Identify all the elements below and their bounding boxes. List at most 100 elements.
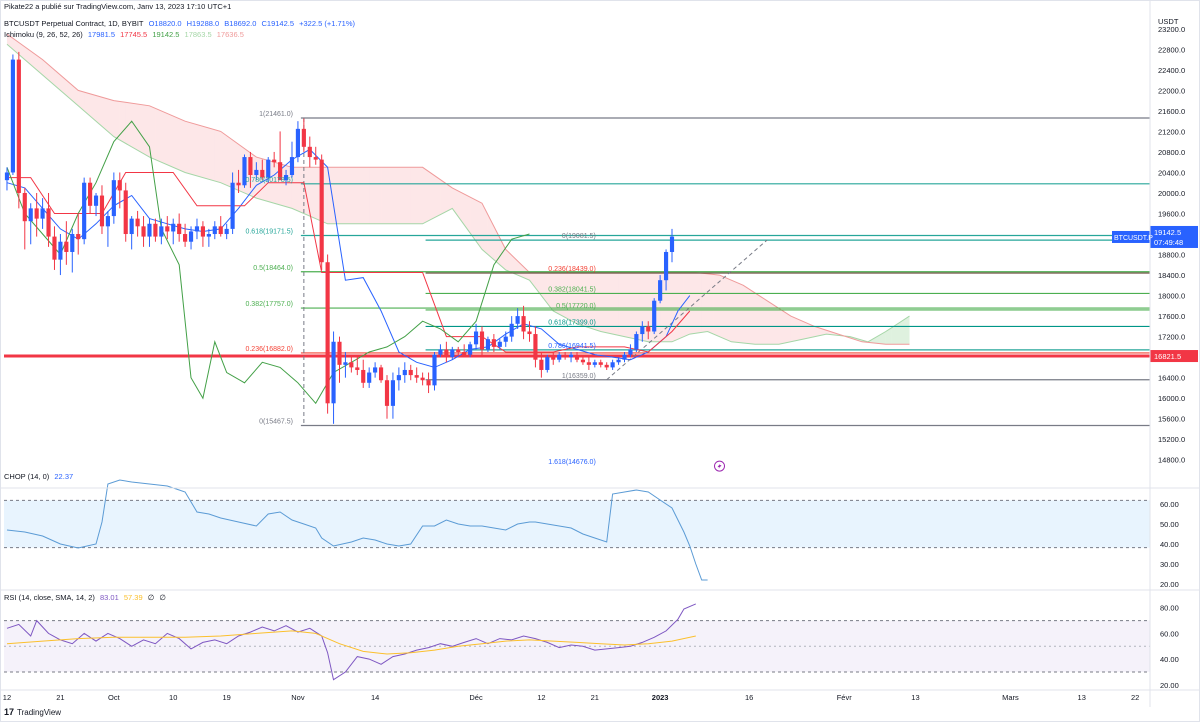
- candle-body[interactable]: [28, 208, 33, 222]
- candle-body[interactable]: [473, 331, 479, 345]
- candle-body[interactable]: [295, 128, 301, 158]
- candle-body[interactable]: [479, 331, 485, 350]
- candle-body[interactable]: [99, 195, 105, 227]
- candle-body[interactable]: [16, 59, 21, 193]
- candle-body[interactable]: [260, 169, 265, 178]
- candle-body[interactable]: [337, 341, 342, 365]
- symbol-badge[interactable]: [1112, 230, 1150, 243]
- candle-body[interactable]: [46, 208, 51, 237]
- candle-body[interactable]: [343, 362, 348, 365]
- candle-body[interactable]: [206, 234, 211, 237]
- candle-body[interactable]: [272, 159, 277, 163]
- candle-body[interactable]: [580, 359, 586, 363]
- candle-body[interactable]: [129, 218, 134, 235]
- candle-body[interactable]: [283, 175, 289, 181]
- symbol-legend[interactable]: BTCUSDT Perpetual Contract, 1D, BYBIT O1…: [4, 19, 358, 28]
- candle-body[interactable]: [64, 241, 69, 252]
- candle-body[interactable]: [390, 380, 396, 406]
- candle-body[interactable]: [200, 226, 205, 237]
- candle-body[interactable]: [497, 341, 502, 347]
- candle-body[interactable]: [527, 331, 532, 335]
- candle-body[interactable]: [188, 231, 194, 242]
- candle-body[interactable]: [586, 362, 591, 365]
- candle-body[interactable]: [70, 234, 75, 252]
- candle-body[interactable]: [604, 364, 609, 368]
- lightning-icon[interactable]: [714, 460, 726, 472]
- candle-body[interactable]: [628, 349, 633, 355]
- candle-body[interactable]: [551, 357, 556, 360]
- candle-body[interactable]: [183, 234, 188, 242]
- footer-brand[interactable]: 17 TradingView: [4, 707, 61, 717]
- candle-body[interactable]: [313, 157, 318, 160]
- candle-body[interactable]: [622, 354, 627, 360]
- candle-body[interactable]: [224, 228, 229, 235]
- candle-body[interactable]: [515, 316, 520, 324]
- candle-body[interactable]: [539, 359, 544, 370]
- candle-body[interactable]: [218, 226, 223, 235]
- candles[interactable]: [4, 51, 675, 424]
- candle-body[interactable]: [153, 223, 158, 237]
- candle-body[interactable]: [420, 377, 425, 381]
- candle-body[interactable]: [592, 362, 597, 365]
- candle-body[interactable]: [159, 226, 164, 237]
- candle-body[interactable]: [52, 236, 57, 260]
- candle-body[interactable]: [450, 349, 455, 358]
- candle-body[interactable]: [76, 234, 81, 240]
- candle-body[interactable]: [117, 180, 122, 191]
- candle-body[interactable]: [319, 159, 324, 263]
- candle-body[interactable]: [22, 192, 27, 222]
- candle-body[interactable]: [396, 375, 401, 381]
- ichimoku-legend[interactable]: Ichimoku (9, 26, 52, 26) 17981.5 17745.5…: [4, 30, 247, 39]
- candle-body[interactable]: [361, 369, 366, 383]
- candle-body[interactable]: [640, 326, 645, 335]
- candle-body[interactable]: [266, 159, 271, 178]
- candle-body[interactable]: [432, 354, 437, 386]
- candle-body[interactable]: [414, 375, 419, 378]
- candle-body[interactable]: [331, 341, 336, 404]
- candle-body[interactable]: [254, 169, 259, 176]
- candle-body[interactable]: [378, 367, 384, 381]
- candle-body[interactable]: [658, 280, 663, 301]
- price-axis[interactable]: USDT 14800.0 15200.0 15600.0 16000.0 16400.0 1…: [1112, 17, 1198, 465]
- time-axis[interactable]: 12 21 Oct 10 19 Nov 14 Déc 12 21 2023 16 Févr 13 Mars 1…: [3, 693, 1140, 702]
- candle-body[interactable]: [171, 223, 176, 232]
- candle-body[interactable]: [598, 362, 603, 365]
- candle-body[interactable]: [503, 336, 508, 342]
- candle-body[interactable]: [236, 182, 241, 186]
- candle-body[interactable]: [521, 316, 526, 332]
- candle-body[interactable]: [248, 157, 253, 176]
- candle-body[interactable]: [349, 362, 354, 368]
- candle-body[interactable]: [669, 236, 675, 252]
- candle-body[interactable]: [533, 334, 538, 360]
- candle-body[interactable]: [616, 359, 621, 363]
- price-badge[interactable]: [1150, 225, 1198, 248]
- candle-body[interactable]: [242, 157, 247, 186]
- candle-body[interactable]: [88, 182, 93, 206]
- candle-body[interactable]: [177, 223, 182, 235]
- candle-body[interactable]: [610, 362, 615, 368]
- chop-legend[interactable]: CHOP (14, 0) 22.37: [4, 472, 76, 481]
- candle-body[interactable]: [141, 226, 146, 237]
- candle-body[interactable]: [40, 208, 45, 219]
- candle-body[interactable]: [4, 172, 10, 181]
- candle-body[interactable]: [82, 182, 87, 240]
- candle-body[interactable]: [289, 157, 295, 176]
- candle-body[interactable]: [355, 367, 360, 370]
- candle-body[interactable]: [123, 190, 128, 235]
- candle-body[interactable]: [557, 354, 562, 360]
- candle-body[interactable]: [408, 369, 413, 376]
- candle-body[interactable]: [373, 367, 378, 373]
- candle-body[interactable]: [147, 223, 152, 237]
- candle-body[interactable]: [165, 226, 170, 232]
- candle-body[interactable]: [230, 182, 235, 229]
- candle-body[interactable]: [402, 369, 407, 376]
- candle-body[interactable]: [58, 241, 63, 260]
- candle-body[interactable]: [367, 372, 372, 383]
- candle-body[interactable]: [111, 180, 116, 217]
- candle-body[interactable]: [212, 226, 217, 235]
- candle-body[interactable]: [563, 354, 568, 358]
- candle-body[interactable]: [634, 334, 639, 350]
- candle-body[interactable]: [568, 354, 574, 358]
- candle-body[interactable]: [426, 380, 431, 386]
